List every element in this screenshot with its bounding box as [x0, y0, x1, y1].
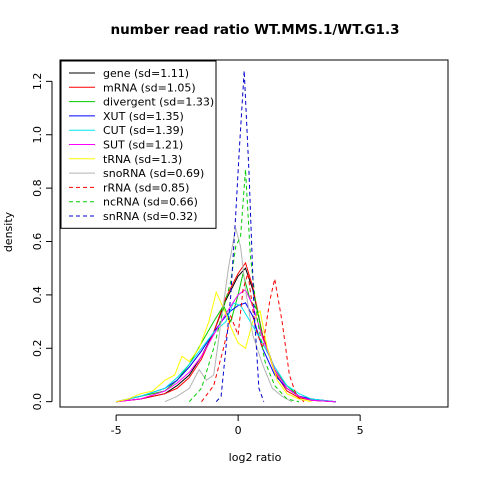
x-tick-label-2: 5: [357, 424, 364, 437]
y-axis-label: density: [2, 211, 15, 252]
series-line-6: [115, 290, 312, 403]
legend: gene (sd=1.11)mRNA (sd=1.05) divergent (s…: [60, 60, 217, 229]
series-line-10: [215, 70, 265, 403]
series-line-8: [201, 273, 305, 403]
series-line-5: [116, 288, 336, 403]
legend-label-9: ncRNA (sd=0.66): [103, 196, 198, 209]
y-tick-label-5: 1.0: [31, 126, 44, 144]
axes-layer: -5 0 5 0.0 0.2 0.4 0.6 0.8 1.0 1.2: [31, 59, 449, 437]
x-axis-label: log2 ratio: [229, 451, 282, 464]
plot-frame: [59, 59, 449, 408]
legend-label-6: tRNA (sd=1.3): [103, 153, 182, 166]
series-line-9: [188, 169, 300, 403]
series-line-1: [116, 261, 336, 403]
series-line-7: [164, 228, 293, 403]
y-tick-label-6: 1.2: [31, 73, 44, 91]
legend-label-4: CUT (sd=1.39): [103, 124, 184, 137]
legend-label-0: gene (sd=1.11): [103, 67, 189, 80]
y-tick-label-1: 0.2: [31, 340, 44, 358]
chart-title: number read ratio WT.MMS.1/WT.G1.3: [111, 22, 400, 38]
legend-label-3: XUT (sd=1.35): [103, 110, 184, 123]
legend-label-7: snoRNA (sd=0.69): [103, 167, 204, 180]
legend-label-5: SUT (sd=1.21): [103, 139, 183, 152]
y-tick-label-4: 0.8: [31, 179, 44, 197]
y-tick-label-2: 0.4: [31, 286, 44, 304]
legend-label-1: mRNA (sd=1.05): [103, 81, 196, 94]
x-tick-label-0: -5: [111, 424, 122, 437]
legend-label-2: divergent (sd=1.33): [103, 96, 214, 109]
legend-label-8: rRNA (sd=0.85): [103, 181, 189, 194]
y-tick-label-0: 0.0: [31, 393, 44, 411]
legend-label-10: snRNA (sd=0.32): [103, 210, 198, 223]
plot-layer: [115, 70, 336, 403]
x-tick-label-1: 0: [235, 424, 242, 437]
y-tick-label-3: 0.6: [31, 233, 44, 251]
